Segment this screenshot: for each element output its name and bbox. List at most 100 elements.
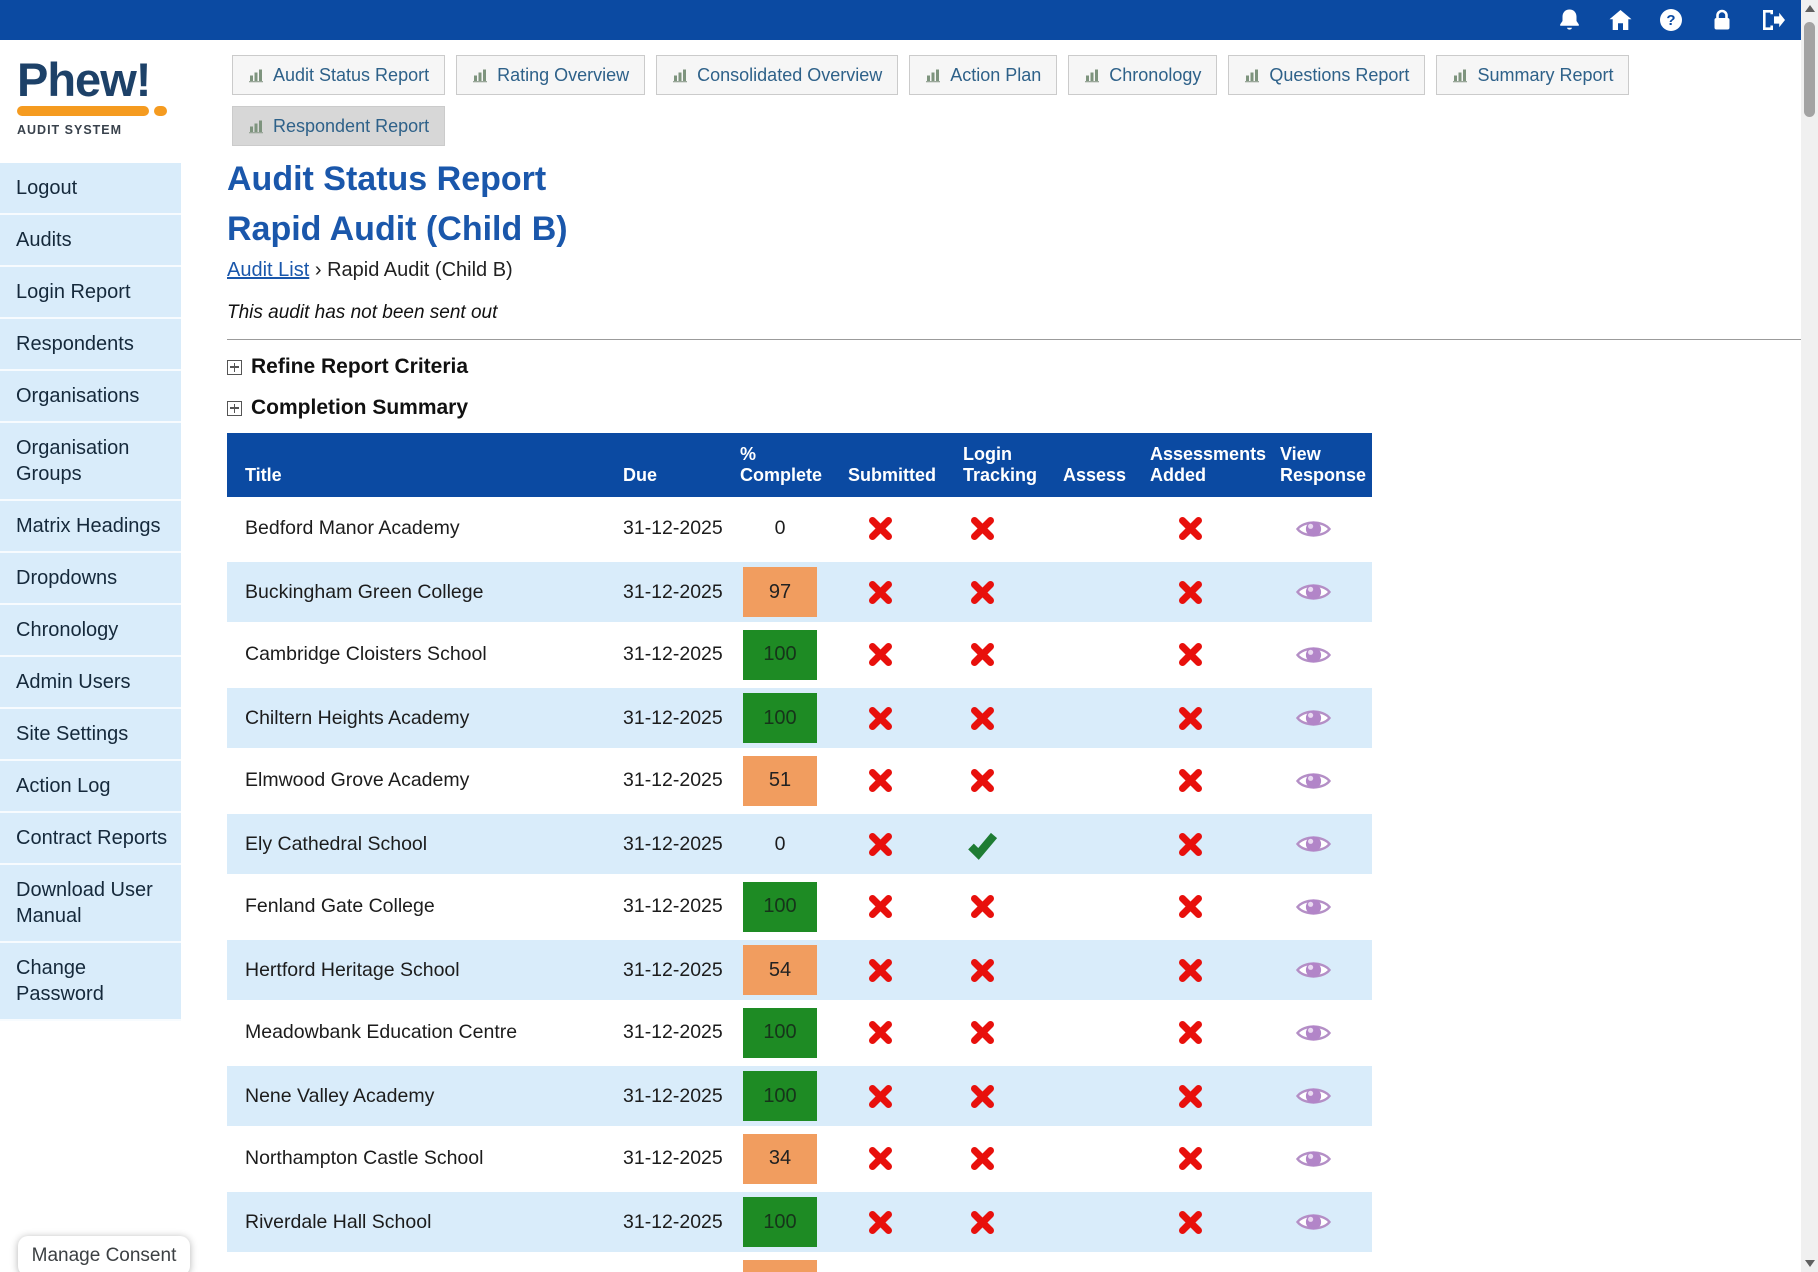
- cell-view-response: [1255, 1192, 1372, 1252]
- tab-action-plan[interactable]: Action Plan: [909, 55, 1058, 95]
- sidebar-item-respondents[interactable]: Respondents: [0, 319, 181, 371]
- section-toggle-completion-summary[interactable]: Completion Summary: [227, 395, 1801, 421]
- cell-submitted: [830, 1127, 930, 1190]
- audit-status-note: This audit has not been sent out: [227, 302, 498, 323]
- percent-complete-badge: 51: [743, 755, 817, 806]
- view-response-button[interactable]: [1295, 706, 1332, 730]
- view-response-button[interactable]: [1295, 1021, 1332, 1045]
- percent-complete-badge: 100: [743, 1197, 817, 1247]
- topbar-icon-group: ?: [1556, 0, 1786, 40]
- tab-questions-report[interactable]: Questions Report: [1228, 55, 1426, 95]
- column-header-title: Title: [245, 465, 282, 485]
- tab-rating-overview[interactable]: Rating Overview: [456, 55, 646, 95]
- view-response-button[interactable]: [1295, 643, 1332, 667]
- cell-submitted: [830, 1253, 930, 1272]
- help-icon[interactable]: ?: [1658, 7, 1684, 33]
- cell-title: Fenland Gate College: [245, 895, 435, 917]
- manage-consent-button[interactable]: Manage Consent: [18, 1236, 190, 1272]
- eye-icon: [1295, 1088, 1332, 1104]
- view-response-button[interactable]: [1295, 517, 1332, 541]
- percent-complete-value: 0: [774, 517, 786, 539]
- sidebar-item-chronology[interactable]: Chronology: [0, 605, 181, 657]
- column-header-submitted: Submitted: [848, 465, 936, 485]
- cell-view-response: [1255, 1253, 1372, 1272]
- view-response-button[interactable]: [1295, 1210, 1332, 1234]
- sidebar-item-matrix-headings[interactable]: Matrix Headings: [0, 501, 181, 553]
- percent-complete-value: 0: [774, 832, 786, 855]
- cell-due: 31-12-2025: [623, 769, 723, 791]
- sidebar-item-action-log[interactable]: Action Log: [0, 761, 181, 813]
- view-response-button[interactable]: [1295, 895, 1332, 919]
- breadcrumb-audit-list-link[interactable]: Audit List: [227, 259, 310, 281]
- table-body: Bedford Manor Academy 31-12-2025 0 Buckingh…: [227, 497, 1372, 1272]
- cell-assessments-added: [1125, 1066, 1255, 1126]
- cell-submitted: [830, 875, 930, 938]
- cross-icon: [1178, 517, 1202, 540]
- cell-view-response: [1255, 497, 1372, 560]
- expand-plus-icon: [227, 400, 242, 416]
- sidebar-item-change-password[interactable]: Change Password: [0, 943, 181, 1021]
- percent-complete-badge: 97: [743, 567, 817, 617]
- section-label: Refine Report Criteria: [251, 355, 469, 378]
- sidebar-item-organisations[interactable]: Organisations: [0, 371, 181, 423]
- completion-table: Title Due % Complete Submitted Login Tracking A…: [227, 433, 1372, 1272]
- table-row: Silverstone Educational Trust31-12-2025 3…: [227, 1253, 1372, 1272]
- view-response-button[interactable]: [1295, 958, 1332, 982]
- view-response-button[interactable]: [1295, 832, 1332, 856]
- cross-icon: [1178, 643, 1202, 666]
- sidebar-item-organisation-groups[interactable]: Organisation Groups: [0, 423, 181, 501]
- table-row: Chiltern Heights Academy 31-12-2025 100: [227, 686, 1372, 749]
- scroll-down-arrow[interactable]: [1801, 1255, 1818, 1272]
- sidebar-item-site-settings[interactable]: Site Settings: [0, 709, 181, 761]
- cell-percent-complete: 51: [730, 749, 830, 812]
- cell-assessments-added: [1125, 940, 1255, 1000]
- cell-submitted: [830, 1066, 930, 1126]
- view-response-button[interactable]: [1295, 580, 1332, 604]
- section-toggle-refine-report-criteria[interactable]: Refine Report Criteria: [227, 354, 1801, 380]
- cell-title: Nene Valley Academy: [245, 1084, 435, 1107]
- cell-login-tracking: [930, 497, 1035, 560]
- eye-icon: [1295, 1214, 1332, 1230]
- sidebar-item-admin-users[interactable]: Admin Users: [0, 657, 181, 709]
- tab-chronology[interactable]: Chronology: [1068, 55, 1218, 95]
- scroll-up-arrow[interactable]: [1801, 0, 1818, 17]
- cell-percent-complete: 100: [730, 688, 830, 748]
- sidebar-item-logout[interactable]: Logout: [0, 163, 181, 215]
- cell-due: 31-12-2025: [612, 1253, 730, 1272]
- cell-assess: [1035, 562, 1125, 622]
- sidebar-item-contract-reports[interactable]: Contract Reports: [0, 813, 181, 865]
- eye-icon: [1295, 710, 1332, 726]
- lock-icon[interactable]: [1709, 7, 1735, 33]
- tab-audit-status-report[interactable]: Audit Status Report: [232, 55, 446, 95]
- bell-icon[interactable]: [1556, 7, 1582, 33]
- cross-icon: [1178, 1084, 1202, 1108]
- eye-icon: [1295, 520, 1332, 537]
- sidebar-item-login-report[interactable]: Login Report: [0, 267, 181, 319]
- tab-summary-report[interactable]: Summary Report: [1436, 55, 1630, 95]
- sidebar-item-audits[interactable]: Audits: [0, 215, 181, 267]
- view-response-button[interactable]: [1295, 769, 1332, 793]
- tab-consolidated-overview[interactable]: Consolidated Overview: [656, 55, 899, 95]
- breadcrumb-current: Rapid Audit (Child B): [327, 259, 513, 281]
- cell-percent-complete: 34: [730, 1127, 830, 1190]
- cell-view-response: [1255, 749, 1372, 812]
- cell-percent-complete: 100: [730, 875, 830, 938]
- view-response-button[interactable]: [1295, 1084, 1332, 1108]
- tab-respondent-report[interactable]: Respondent Report: [232, 106, 446, 146]
- sidebar-item-download-user-manual[interactable]: Download User Manual: [0, 865, 181, 943]
- home-icon[interactable]: [1607, 7, 1633, 33]
- sidebar-item-dropdowns[interactable]: Dropdowns: [0, 553, 181, 605]
- cell-title: Chiltern Heights Academy: [245, 706, 470, 729]
- signout-icon[interactable]: [1760, 7, 1786, 33]
- audit-subtitle: Rapid Audit (Child B): [227, 210, 568, 248]
- check-icon: [968, 832, 998, 860]
- table-row: Hertford Heritage School 31-12-2025 54: [227, 938, 1372, 1001]
- eye-icon: [1295, 962, 1332, 978]
- cross-icon: [868, 1147, 892, 1170]
- view-response-button[interactable]: [1295, 1147, 1332, 1171]
- cell-due: 31-12-2025: [623, 1021, 723, 1043]
- column-header-assess: Assess: [1063, 465, 1127, 485]
- cell-login-tracking: [930, 688, 1035, 748]
- scrollbar-thumb[interactable]: [1804, 22, 1815, 117]
- cell-assessments-added: [1125, 688, 1255, 748]
